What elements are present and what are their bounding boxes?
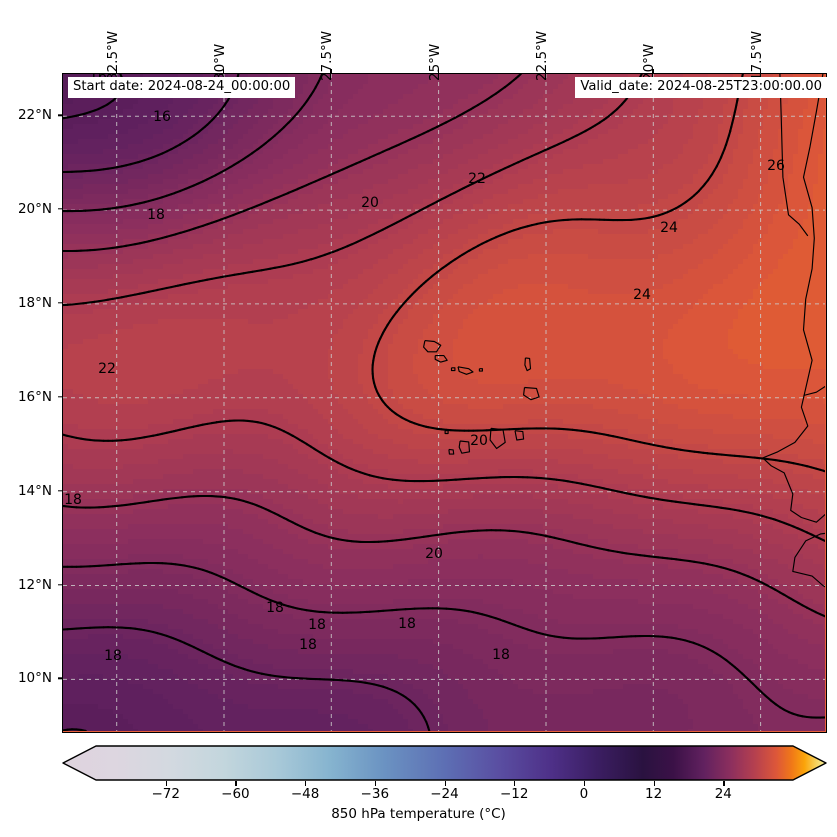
colorbar-tick-label: −48 — [291, 786, 320, 802]
y-tick-mark — [58, 489, 62, 492]
map-plot-area[interactable]: 161618202224242622201820181818181818 — [62, 73, 827, 733]
colorbar-tick-label: −72 — [151, 786, 180, 802]
y-tick-label: 22°N — [0, 107, 52, 123]
y-tick-label: 18°N — [0, 295, 52, 311]
colorbar-tick-mark — [305, 781, 307, 786]
contour-label: 18 — [492, 647, 510, 663]
y-tick-label: 10°N — [0, 670, 52, 686]
coastlines — [423, 74, 825, 588]
valid-date-annotation: Valid_date: 2024-08-25T23:00:00.00 — [575, 77, 827, 98]
contour-label: 20 — [470, 433, 488, 449]
colorbar-tick-label: −36 — [361, 786, 390, 802]
contour-label: 18 — [64, 492, 82, 508]
x-tick-mark — [652, 69, 654, 73]
contour-label: 26 — [767, 158, 785, 174]
x-tick-mark — [115, 69, 118, 73]
colorbar-tick-label: −12 — [500, 786, 529, 802]
y-tick-mark — [58, 302, 62, 304]
y-tick-mark — [58, 208, 62, 210]
colorbar[interactable] — [62, 745, 827, 781]
colorbar-tick-label: −60 — [221, 786, 250, 802]
map-gridlines — [63, 74, 825, 731]
contour-label: 20 — [425, 546, 443, 562]
x-tick-mark — [222, 69, 225, 73]
colorbar-tick-mark — [583, 781, 586, 786]
contour-label: 18 — [308, 617, 326, 633]
colorbar-tick-label: 24 — [715, 786, 732, 802]
contour-label: 18 — [104, 648, 122, 664]
colorbar-tick-label: −24 — [430, 786, 459, 802]
colorbar-tick-mark — [165, 781, 167, 786]
x-tick-label: 30°W — [212, 44, 228, 81]
y-tick-mark — [58, 114, 62, 116]
y-tick-label: 16°N — [0, 389, 52, 405]
y-tick-label: 12°N — [0, 577, 52, 593]
start-date-annotation: Start date: 2024-08-24_00:00:00 — [68, 77, 296, 98]
contour-label: 16 — [153, 109, 171, 125]
colorbar-title: 850 hPa temperature (°C) — [0, 806, 837, 822]
x-tick-label: 25°W — [427, 44, 443, 81]
x-tick-label: 27.5°W — [319, 31, 335, 81]
x-tick-mark — [544, 69, 547, 73]
contour-label: 20 — [361, 195, 379, 211]
colorbar-tick-mark — [235, 781, 237, 786]
y-tick-label: 20°N — [0, 201, 52, 217]
colorbar-tick-mark — [723, 781, 725, 786]
temperature-contours — [63, 74, 825, 731]
y-tick-mark — [58, 583, 62, 586]
x-tick-label: 17.5°W — [749, 31, 765, 81]
colorbar-tick-label: 0 — [580, 786, 589, 802]
contour-label: 18 — [299, 637, 317, 653]
colorbar-tick-mark — [653, 781, 655, 786]
x-tick-mark — [437, 69, 440, 73]
x-tick-label: 22.5°W — [534, 31, 550, 81]
contour-label: 24 — [633, 287, 651, 303]
temperature-field — [63, 74, 825, 731]
y-tick-mark — [58, 677, 62, 680]
colorbar-tick-mark — [374, 781, 377, 786]
contour-label: 18 — [147, 207, 165, 223]
x-tick-label: 32.5°W — [105, 31, 121, 81]
x-tick-label: 20°W — [641, 44, 657, 81]
x-tick-mark — [759, 69, 761, 73]
map-canvas: 161618202224242622201820181818181818 — [63, 74, 825, 731]
contour-label: 22 — [98, 361, 116, 377]
y-tick-label: 14°N — [0, 483, 52, 499]
colorbar-tick-mark — [444, 781, 446, 786]
contour-labels: 161618202224242622201820181818181818 — [64, 74, 785, 664]
contour-label: 18 — [398, 616, 416, 632]
contour-label: 22 — [468, 171, 486, 187]
y-tick-mark — [58, 396, 62, 398]
colorbar-tick-label: 12 — [645, 786, 662, 802]
contour-label: 24 — [660, 220, 678, 236]
contour-label: 18 — [266, 600, 284, 616]
colorbar-tick-mark — [514, 781, 516, 786]
colorbar-gradient — [62, 745, 827, 781]
x-tick-mark — [330, 69, 332, 73]
